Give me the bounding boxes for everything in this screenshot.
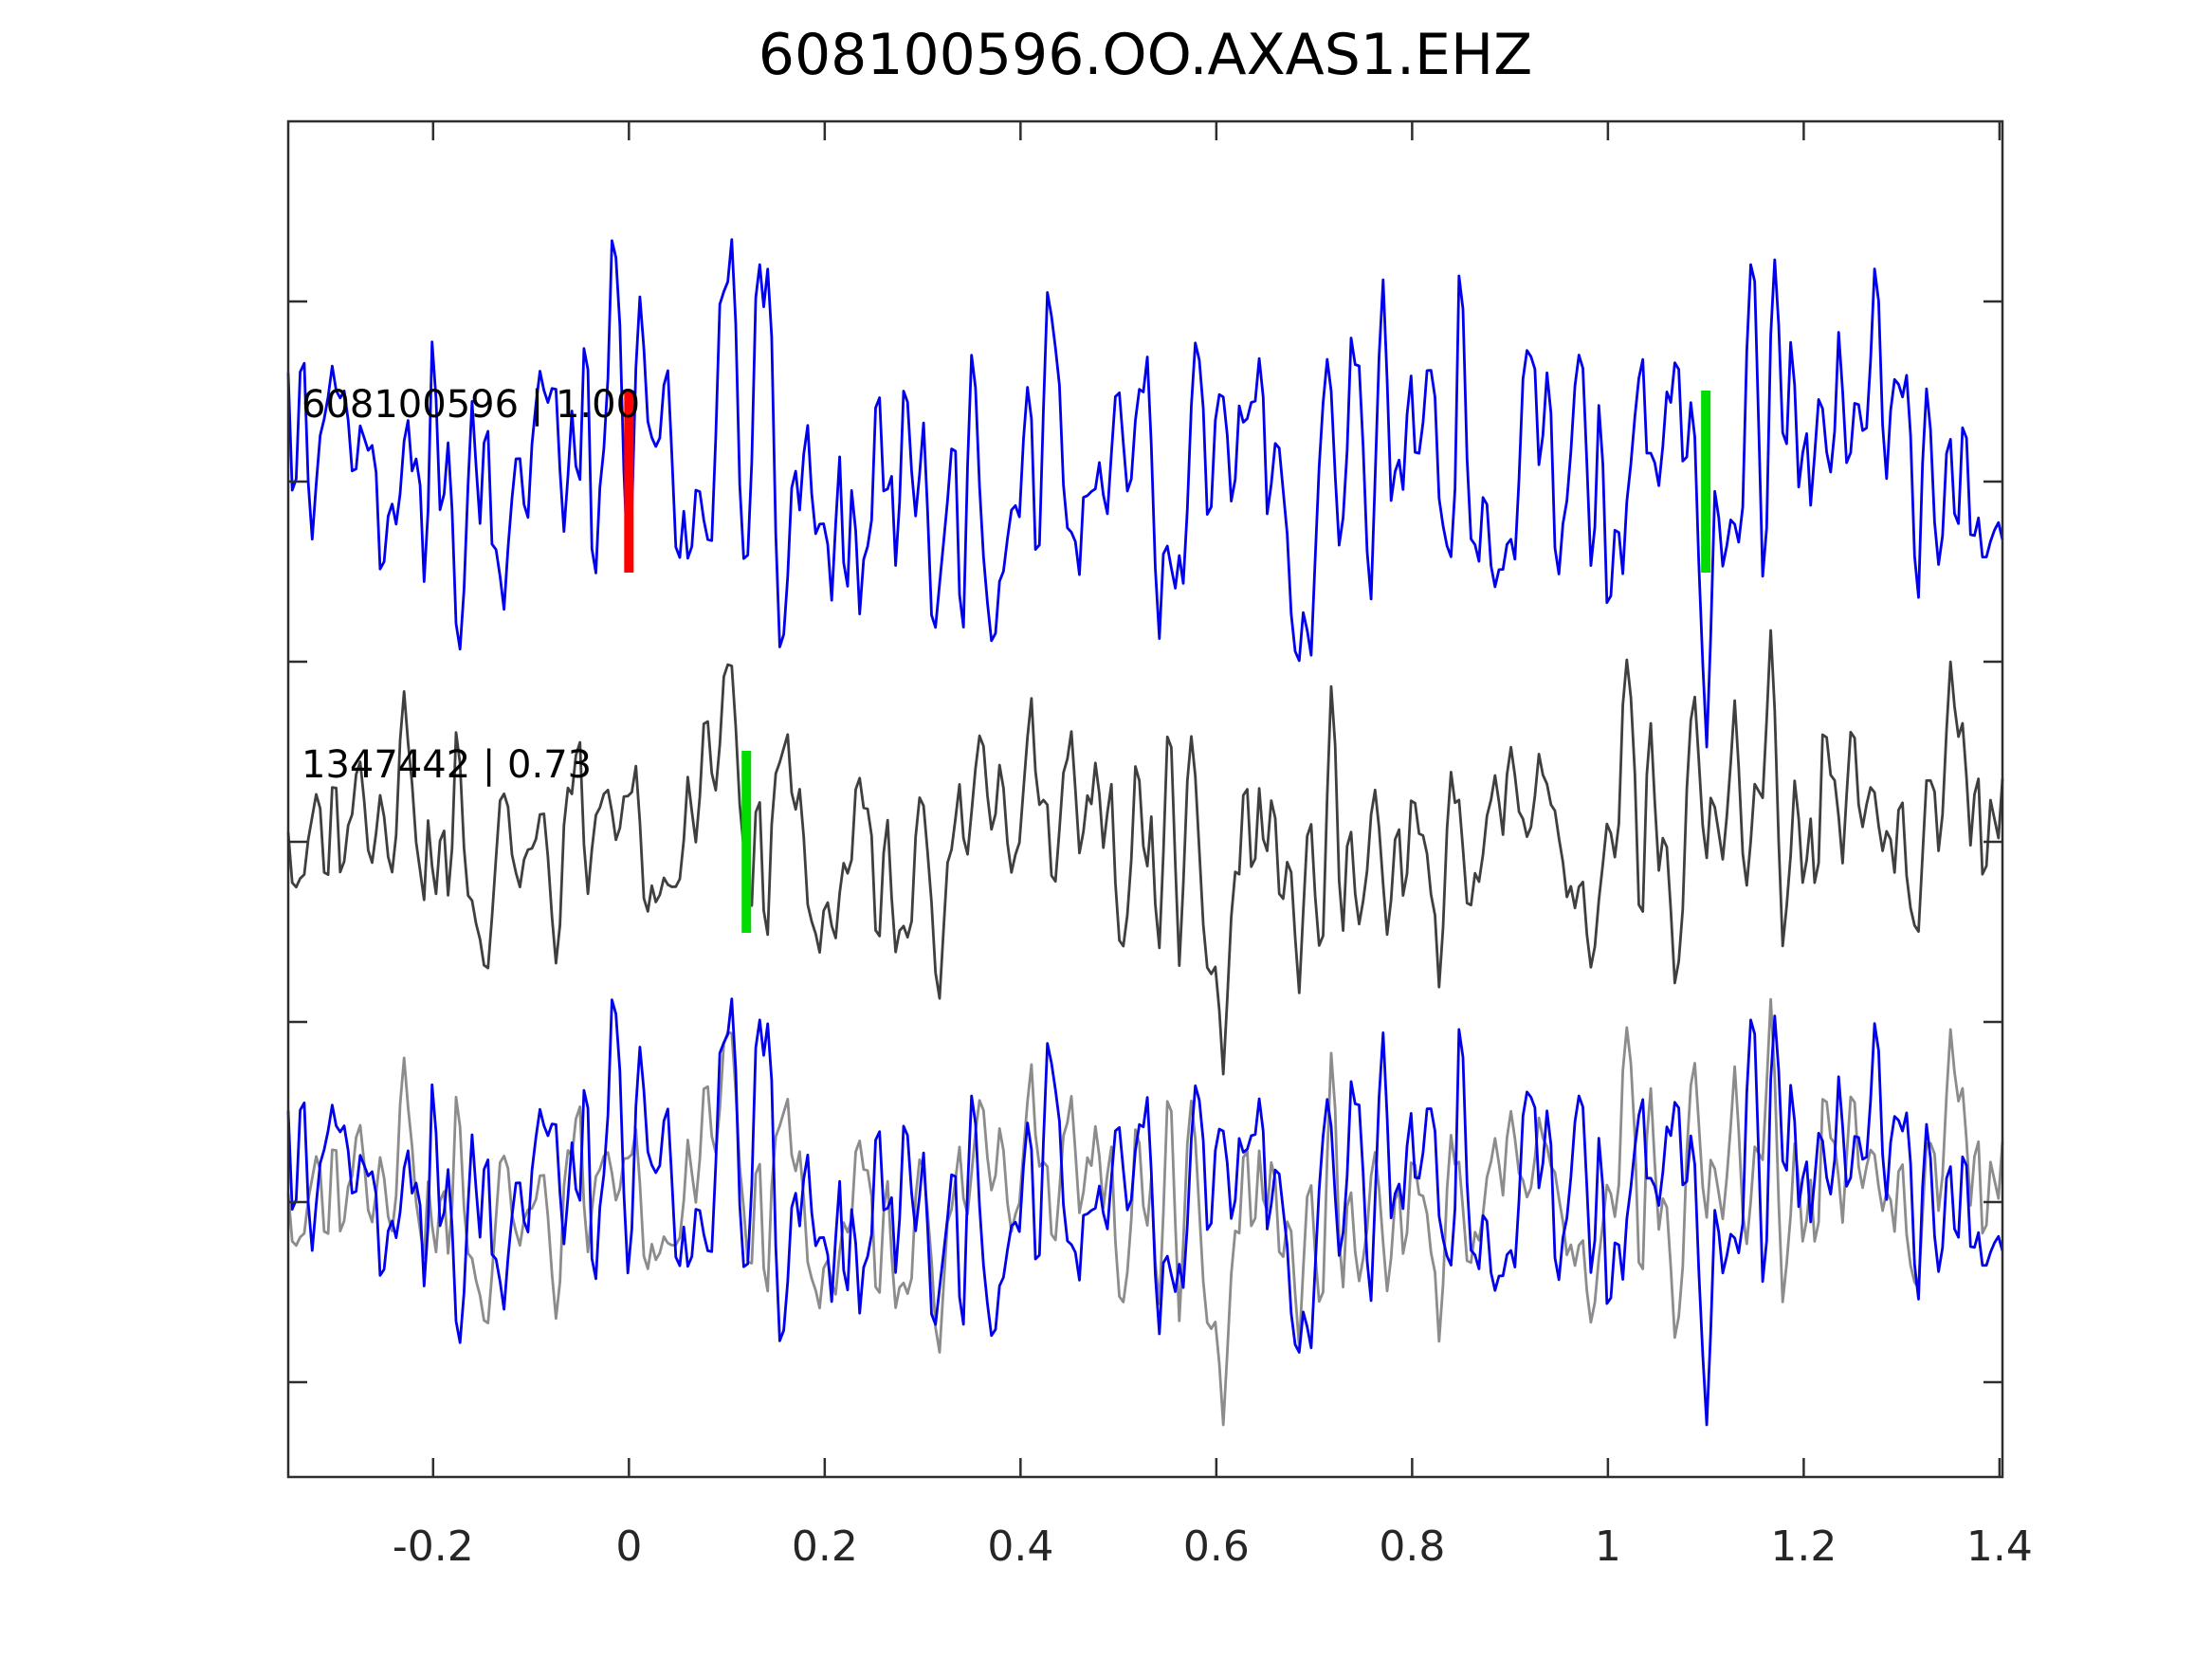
x-tick-labels: -0.2 0 0.2 0.4 0.6 0.8 1 1.2 1.4 — [393, 1522, 2033, 1571]
x-tick-label: 1 — [1595, 1522, 1621, 1571]
axes-box-and-ticks — [286, 119, 2004, 1479]
trace-overlay-detection-waveform — [286, 997, 2004, 1427]
pick-marker-red — [624, 391, 634, 573]
x-tick-label: 0.2 — [792, 1522, 858, 1571]
trace-detection-label: 608100596 | 1.00 — [302, 383, 640, 427]
waveform-traces — [286, 238, 2004, 1427]
trace-template-waveform — [286, 629, 2004, 1076]
pick-marker-green — [1701, 391, 1711, 573]
trace-template-label: 1347442 | 0.73 — [302, 743, 592, 787]
axes-box — [286, 119, 2004, 1479]
x-tick-label: -0.2 — [393, 1522, 474, 1571]
trace-overlay-template-waveform — [286, 997, 2004, 1427]
trace-detection-waveform — [286, 238, 2004, 749]
x-tick-label: 0 — [615, 1522, 642, 1571]
x-tick-label: 0.6 — [1183, 1522, 1250, 1571]
pick-markers — [624, 391, 1711, 933]
x-tick-label: 1.4 — [1966, 1522, 2033, 1571]
pick-marker-green — [741, 751, 752, 933]
x-tick-label: 0.4 — [987, 1522, 1053, 1571]
plot-title: 608100596.OO.AXAS1.EHZ — [759, 22, 1532, 88]
x-tick-label: 1.2 — [1770, 1522, 1837, 1571]
x-tick-label: 0.8 — [1379, 1522, 1445, 1571]
